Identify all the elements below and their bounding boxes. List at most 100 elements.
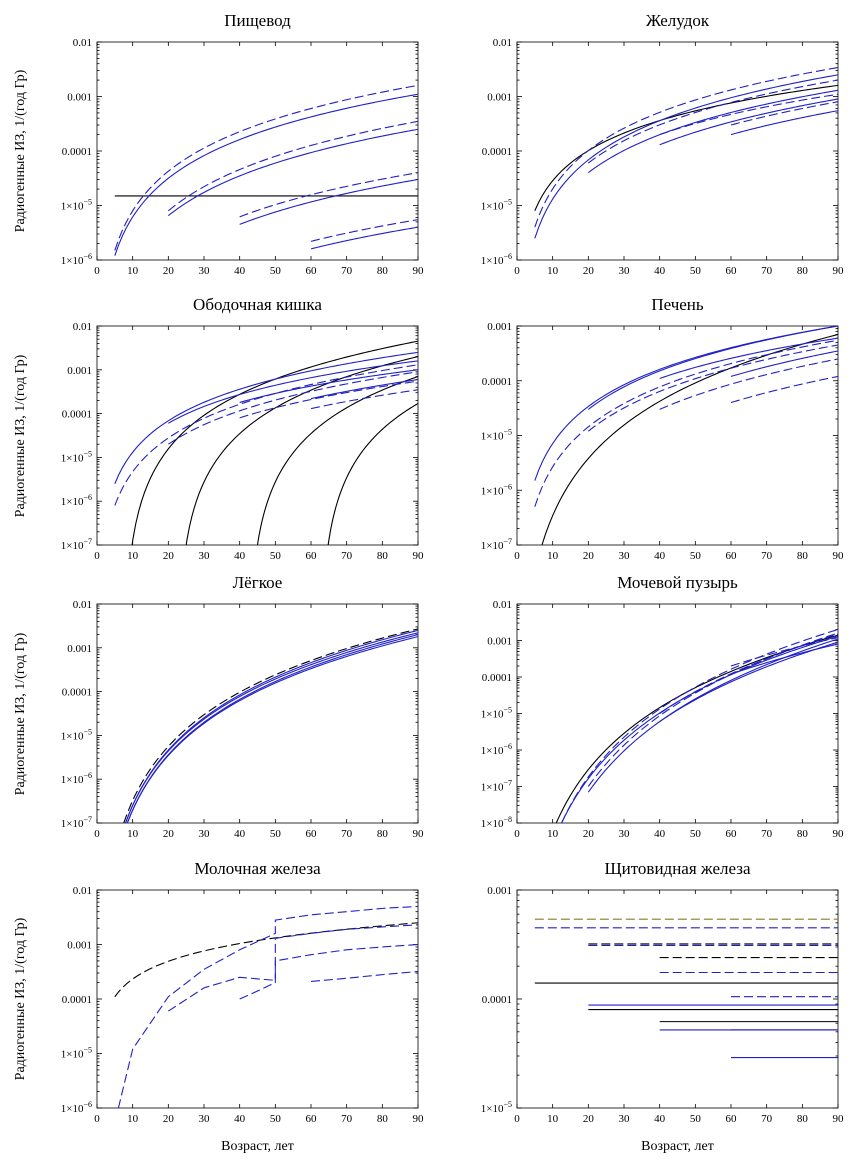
y-tick-label: 0.01 bbox=[493, 37, 512, 49]
x-tick-label: 90 bbox=[833, 265, 845, 277]
series-group bbox=[114, 905, 418, 1108]
series-line bbox=[730, 350, 838, 377]
x-tick-label: 50 bbox=[690, 828, 702, 840]
chart-panel-1: Пищевод 0 10 20 30 40 50 60 70 80 90 0.01 0.001 0.000… bbox=[61, 11, 424, 277]
y-tick-label: 1×10−5 bbox=[481, 428, 512, 443]
y-tick-label: 1×10−8 bbox=[481, 815, 512, 830]
series-line bbox=[114, 84, 418, 251]
y-tick-label: 0.01 bbox=[73, 885, 92, 897]
chart-panel-5: Лёгкое 0 10 20 30 40 50 60 70 80 90 0.01 0.001 0.0001… bbox=[61, 573, 424, 840]
x-tick-label: 10 bbox=[547, 1113, 559, 1125]
x-tick-label: 90 bbox=[833, 1113, 845, 1125]
x-tick-label: 0 bbox=[94, 265, 100, 277]
series-line bbox=[310, 219, 418, 242]
x-tick-label: 40 bbox=[234, 265, 246, 277]
series-line bbox=[239, 172, 418, 218]
chart-panel-6: Мочевой пузырь 0 10 20 30 40 50 60 70 80 90 0.01 0.0… bbox=[481, 573, 844, 840]
x-axis-label: Возраст, лет bbox=[641, 1139, 714, 1154]
x-tick-label: 90 bbox=[833, 550, 845, 562]
x-tick-label: 20 bbox=[583, 828, 595, 840]
x-tick-label: 30 bbox=[199, 1113, 211, 1125]
y-tick-label: 0.001 bbox=[487, 321, 512, 333]
series-line bbox=[239, 178, 418, 225]
y-tick-label: 0.01 bbox=[73, 37, 92, 49]
x-tick-label: 40 bbox=[654, 1113, 666, 1125]
series-line bbox=[126, 636, 418, 823]
series-line bbox=[730, 101, 838, 126]
x-tick-label: 60 bbox=[306, 265, 318, 277]
x-tick-label: 50 bbox=[690, 550, 702, 562]
y-tick-label: 1×10−5 bbox=[481, 1100, 512, 1115]
x-tick-label: 50 bbox=[270, 828, 282, 840]
x-tick-label: 30 bbox=[619, 1113, 631, 1125]
plot-frame bbox=[516, 41, 839, 261]
y-tick-label: 0.0001 bbox=[62, 146, 92, 158]
y-tick-label: 1×10−6 bbox=[481, 742, 512, 757]
x-tick-label: 80 bbox=[377, 828, 389, 840]
x-tick-label: 40 bbox=[654, 828, 666, 840]
y-tick-label: 0.001 bbox=[67, 643, 92, 655]
series-line bbox=[587, 344, 838, 432]
x-tick-label: 40 bbox=[654, 265, 666, 277]
x-tick-label: 80 bbox=[377, 550, 389, 562]
series-line bbox=[114, 364, 418, 506]
series-line bbox=[587, 79, 838, 164]
y-tick-label: 1×10−5 bbox=[61, 1046, 92, 1061]
series-line bbox=[310, 970, 418, 982]
x-tick-label: 0 bbox=[514, 828, 520, 840]
y-tick-label: 1×10−7 bbox=[61, 537, 92, 552]
series-line bbox=[730, 637, 838, 667]
x-tick-label: 30 bbox=[619, 828, 631, 840]
x-tick-label: 70 bbox=[761, 550, 773, 562]
series-line bbox=[256, 376, 418, 545]
x-tick-label: 20 bbox=[583, 1113, 595, 1125]
y-tick-label: 0.0001 bbox=[62, 687, 92, 699]
x-tick-label: 60 bbox=[726, 265, 738, 277]
x-axis-label: Возраст, лет bbox=[221, 1139, 294, 1154]
chart-title: Мочевой пузырь bbox=[617, 573, 738, 592]
y-tick-label: 0.01 bbox=[73, 321, 92, 333]
y-axis-label: Радиогенные ИЗ, 1/(год Гр) bbox=[13, 354, 28, 517]
y-tick-label: 1×10−6 bbox=[481, 252, 512, 267]
x-tick-label: 60 bbox=[726, 828, 738, 840]
series-group bbox=[114, 340, 418, 545]
series-line bbox=[534, 339, 838, 507]
y-tick-label: 0.01 bbox=[73, 599, 92, 611]
x-tick-label: 0 bbox=[94, 828, 100, 840]
x-tick-label: 0 bbox=[94, 1113, 100, 1125]
y-tick-label: 0.001 bbox=[67, 940, 92, 952]
x-tick-label: 50 bbox=[690, 265, 702, 277]
plot-frame bbox=[516, 603, 839, 824]
series-line bbox=[534, 74, 838, 239]
series-line bbox=[114, 922, 418, 998]
series-line bbox=[659, 93, 838, 136]
x-tick-label: 70 bbox=[341, 550, 353, 562]
plot-frame bbox=[516, 889, 839, 1109]
x-tick-label: 60 bbox=[726, 550, 738, 562]
chart-title: Печень bbox=[651, 295, 704, 314]
x-tick-label: 30 bbox=[619, 265, 631, 277]
x-tick-label: 10 bbox=[127, 828, 139, 840]
series-line bbox=[561, 628, 838, 823]
series-line bbox=[123, 628, 418, 823]
series-line bbox=[587, 326, 838, 410]
series-group bbox=[555, 628, 838, 823]
x-tick-label: 80 bbox=[797, 1113, 809, 1125]
x-tick-label: 10 bbox=[547, 550, 559, 562]
x-tick-label: 0 bbox=[514, 265, 520, 277]
series-line bbox=[126, 634, 418, 823]
y-axis-label: Радиогенные ИЗ, 1/(год Гр) bbox=[13, 69, 28, 232]
series-line bbox=[239, 943, 418, 1000]
x-tick-label: 70 bbox=[341, 828, 353, 840]
y-tick-label: 0.0001 bbox=[482, 672, 512, 684]
x-tick-label: 80 bbox=[377, 1113, 389, 1125]
y-tick-label: 1×10−6 bbox=[61, 771, 92, 786]
series-line bbox=[310, 389, 418, 410]
series-line bbox=[117, 905, 418, 1108]
y-axis-label: Радиогенные ИЗ, 1/(год Гр) bbox=[13, 632, 28, 795]
x-tick-label: 70 bbox=[761, 828, 773, 840]
chart-panel-8: Щитовидная железа 0 10 20 30 40 50 60 70 80 90 0.00… bbox=[481, 859, 844, 1125]
x-tick-label: 80 bbox=[797, 828, 809, 840]
x-tick-label: 80 bbox=[797, 550, 809, 562]
